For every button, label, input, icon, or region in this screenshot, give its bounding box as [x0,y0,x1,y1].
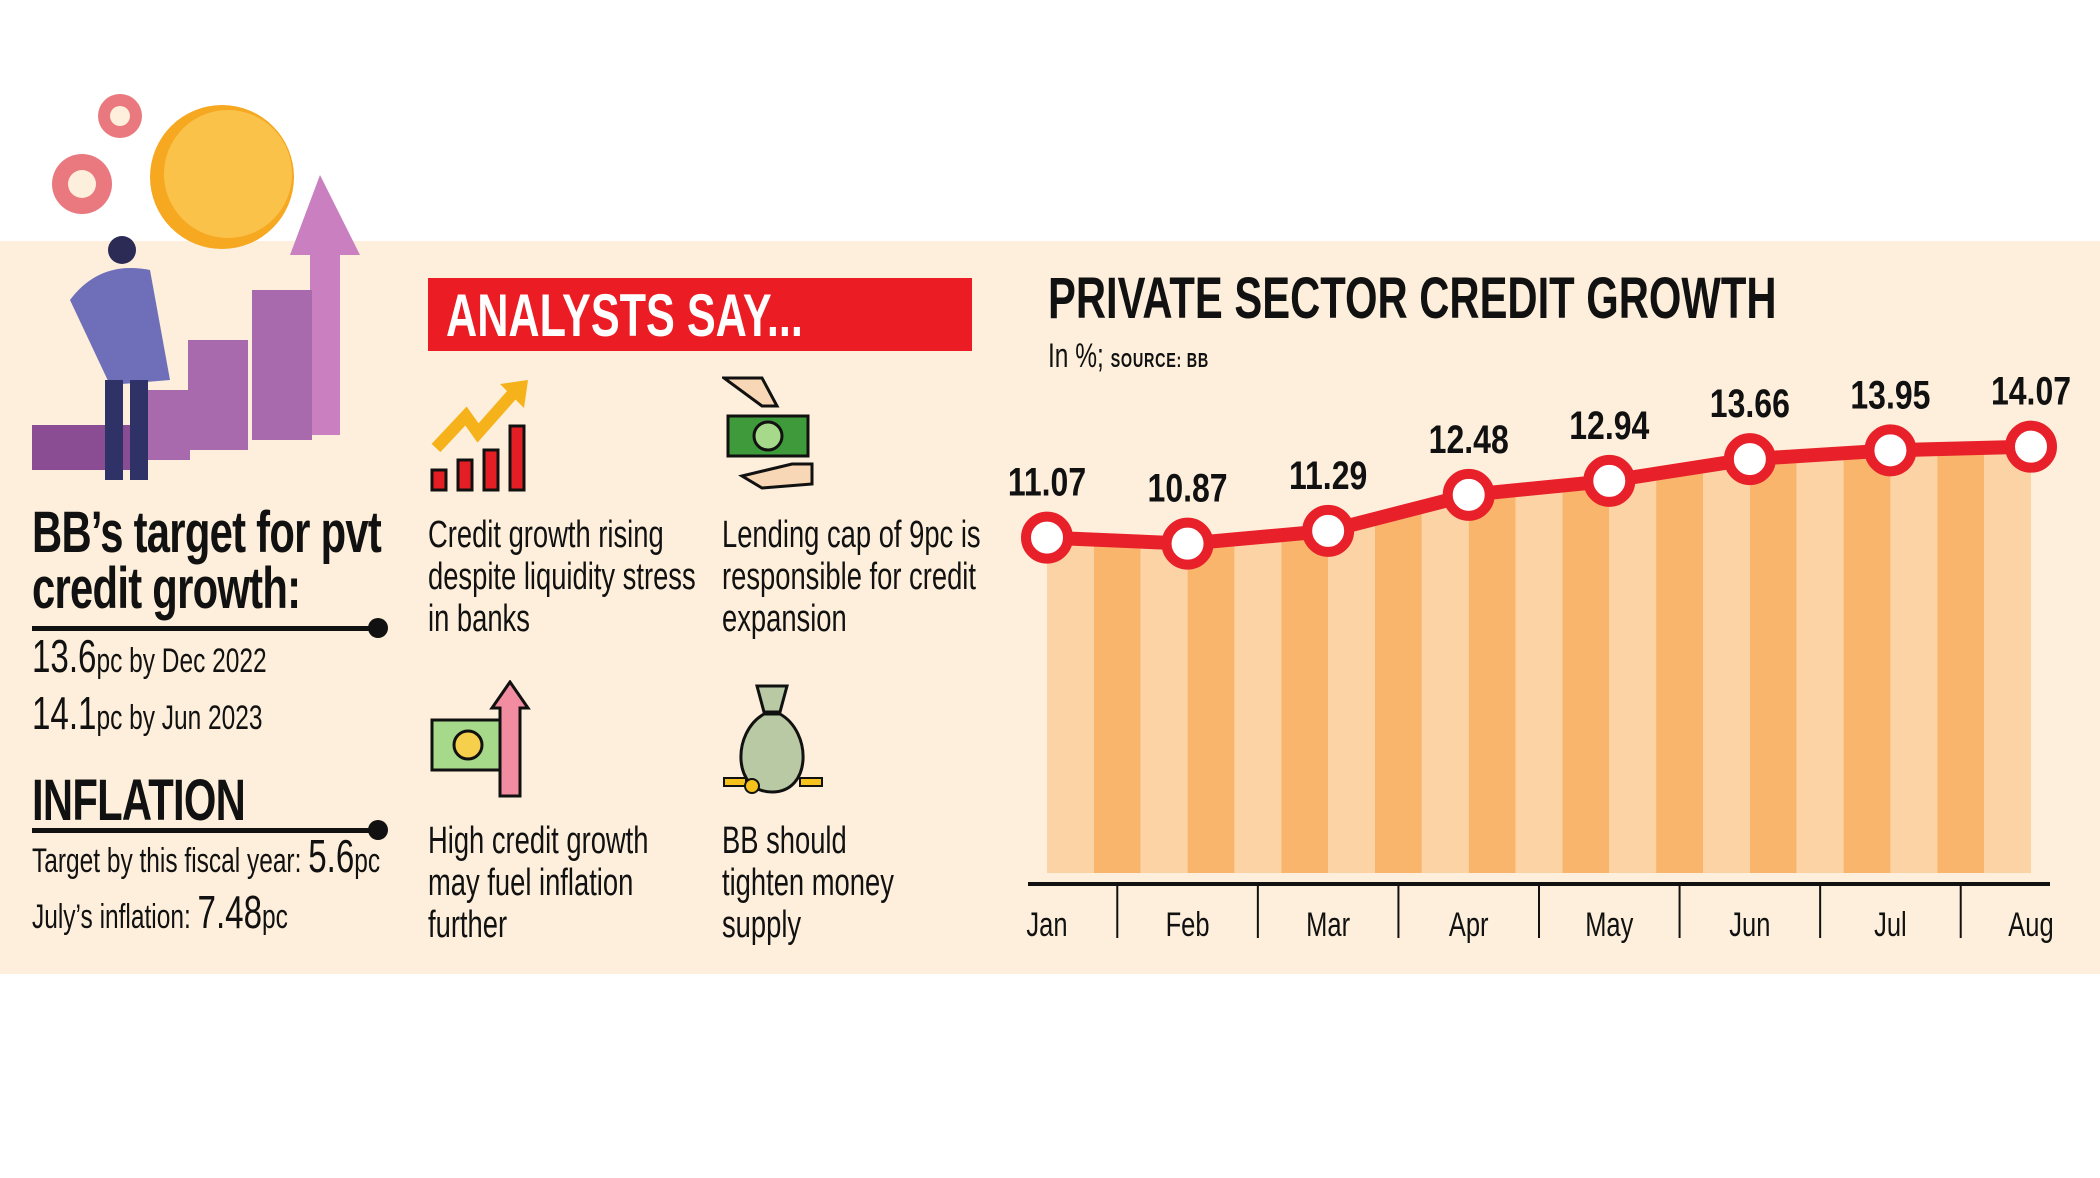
area-stripe [1703,459,1750,873]
x-tick-label: Apr [1449,907,1489,944]
x-tick-label: Feb [1166,907,1210,944]
data-label: 12.48 [1429,416,1509,461]
cash-up-arrow-icon [430,680,531,798]
data-point [1302,504,1355,557]
money-handover-icon [722,376,814,490]
area-stripe [1375,506,1422,873]
area-stripe [1796,453,1844,873]
rising-bar-chart-icon [430,380,528,492]
area-stripe [1093,539,1141,873]
x-tick-label: Jun [1729,907,1770,944]
area-stripe [1281,530,1329,873]
area-stripe [1937,447,1985,873]
target-heading-line2: credit growth: [32,556,301,621]
data-point [1723,433,1776,486]
data-point [1021,511,1073,564]
data-label: 12.94 [1569,402,1649,447]
data-point [1442,468,1495,521]
area-stripe [1562,480,1610,873]
divider [32,618,388,638]
area-stripe [1328,518,1375,873]
data-label: 11.07 [1008,459,1086,504]
data-label: 14.07 [1991,368,2071,413]
area-stripe [1656,466,1703,873]
money-bag-icon [723,684,823,794]
divider [32,820,388,840]
analyst-item-2: Lending cap of 9pc is responsible for cre… [722,514,981,640]
area-stripe [1843,450,1891,873]
area-stripe [1890,449,1938,873]
analyst-item-1: Credit growth rising despite liquidity st… [428,514,696,640]
data-point [1583,454,1636,507]
area-stripe [1234,535,1282,873]
chart-title: PRIVATE SECTOR CREDIT GROWTH [1048,266,1777,331]
target-jun-2023: 14.1pc by Jun 2023 [32,687,263,739]
area-stripe [1984,446,2031,873]
area-stripe [1187,539,1235,873]
x-tick-label: Mar [1306,907,1350,944]
data-label: 10.87 [1148,465,1228,510]
target-dec-2022: 13.6pc by Dec 2022 [32,630,267,682]
inflation-july: July’s inflation: 7.48pc [32,886,288,938]
area-stripe [1468,490,1516,873]
target-heading-line1: BB’s target for pvt [32,500,382,565]
area-stripe [1047,537,1094,873]
area-stripe [1140,541,1188,873]
x-tick-label: Aug [2008,907,2053,944]
inflation-target: Target by this fiscal year: 5.6pc [32,830,381,882]
area-stripe [1609,473,1657,873]
area-stripe [1421,494,1469,873]
analysts-banner: ANALYSTS SAY... [428,278,972,351]
analyst-item-3: High credit growth may fuel inflation furt… [428,820,649,946]
data-label: 13.95 [1850,372,1930,417]
analysts-banner-text: ANALYSTS SAY... [446,282,803,349]
data-label: 13.66 [1710,381,1790,426]
data-point [1161,517,1214,570]
inflation-heading: INFLATION [32,768,246,833]
data-point [2005,420,2057,473]
data-point [1864,424,1917,477]
data-label: 11.29 [1289,452,1367,497]
x-tick-label: May [1585,907,1633,944]
area-stripe [1749,456,1797,873]
x-tick-label: Jul [1874,907,1907,944]
area-stripe [1515,485,1563,873]
chart-subtitle: In %; SOURCE: BB [1048,337,1209,375]
analyst-item-4: BB should tighten money supply [722,820,894,946]
business-growth-illustration-icon [32,94,360,480]
x-tick-label: Jan [1026,907,1067,944]
